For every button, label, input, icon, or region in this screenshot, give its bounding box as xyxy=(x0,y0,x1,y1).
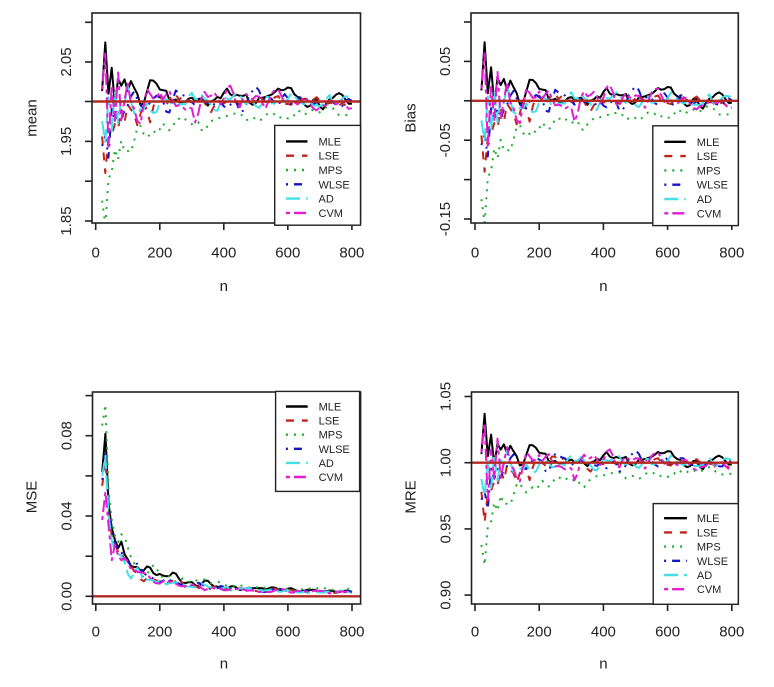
svg-text:MLE: MLE xyxy=(319,402,342,414)
svg-text:CVM: CVM xyxy=(319,472,343,484)
svg-text:MPS: MPS xyxy=(697,542,721,554)
svg-text:WLSE: WLSE xyxy=(697,180,728,192)
svg-text:0.00: 0.00 xyxy=(59,582,76,611)
svg-text:0.90: 0.90 xyxy=(438,580,455,609)
svg-text:600: 600 xyxy=(275,245,300,262)
svg-text:0: 0 xyxy=(92,624,100,641)
svg-text:1.00: 1.00 xyxy=(438,448,455,477)
svg-text:CVM: CVM xyxy=(697,208,721,220)
svg-text:400: 400 xyxy=(591,624,616,641)
svg-text:LSE: LSE xyxy=(697,151,718,163)
svg-text:LSE: LSE xyxy=(697,527,718,539)
svg-text:MPS: MPS xyxy=(697,165,721,177)
svg-text:400: 400 xyxy=(591,245,616,262)
svg-text:n: n xyxy=(220,278,228,295)
svg-text:1.05: 1.05 xyxy=(438,382,455,411)
svg-text:LSE: LSE xyxy=(319,151,340,163)
svg-text:200: 200 xyxy=(527,624,552,641)
svg-text:AD: AD xyxy=(319,458,334,470)
svg-text:200: 200 xyxy=(147,245,172,262)
svg-text:MLE: MLE xyxy=(697,137,720,149)
svg-text:0.95: 0.95 xyxy=(438,514,455,543)
svg-text:CVM: CVM xyxy=(697,584,721,596)
svg-text:MRE: MRE xyxy=(403,480,420,513)
svg-text:1.85: 1.85 xyxy=(58,206,75,235)
svg-text:200: 200 xyxy=(527,245,552,262)
svg-text:AD: AD xyxy=(697,570,712,582)
svg-text:0.04: 0.04 xyxy=(59,501,76,530)
svg-text:n: n xyxy=(599,656,607,673)
svg-text:0.08: 0.08 xyxy=(59,421,76,450)
svg-text:MLE: MLE xyxy=(319,136,342,148)
svg-text:0: 0 xyxy=(471,624,479,641)
svg-text:200: 200 xyxy=(147,624,172,641)
svg-text:CVM: CVM xyxy=(319,208,343,220)
svg-text:-0.05: -0.05 xyxy=(437,123,454,157)
svg-text:2.05: 2.05 xyxy=(58,47,75,76)
svg-text:0: 0 xyxy=(471,245,479,262)
svg-text:800: 800 xyxy=(339,624,364,641)
svg-text:800: 800 xyxy=(339,245,364,262)
svg-text:0: 0 xyxy=(92,245,100,262)
svg-text:MSE: MSE xyxy=(24,481,41,514)
svg-text:mean: mean xyxy=(24,99,41,137)
svg-text:600: 600 xyxy=(655,245,680,262)
svg-text:600: 600 xyxy=(655,624,680,641)
svg-text:LSE: LSE xyxy=(319,416,340,428)
svg-text:WLSE: WLSE xyxy=(319,444,350,456)
svg-text:AD: AD xyxy=(319,194,334,206)
svg-text:MPS: MPS xyxy=(319,165,343,177)
svg-text:400: 400 xyxy=(211,624,236,641)
svg-text:MLE: MLE xyxy=(697,513,720,525)
svg-text:0.05: 0.05 xyxy=(437,47,454,76)
svg-text:Bias: Bias xyxy=(403,103,420,132)
svg-text:800: 800 xyxy=(719,245,744,262)
svg-text:1.95: 1.95 xyxy=(58,127,75,156)
svg-text:n: n xyxy=(599,278,607,295)
svg-text:WLSE: WLSE xyxy=(319,179,350,191)
svg-text:600: 600 xyxy=(275,624,300,641)
svg-text:AD: AD xyxy=(697,194,712,206)
svg-text:n: n xyxy=(220,656,228,673)
svg-text:800: 800 xyxy=(719,624,744,641)
svg-text:MPS: MPS xyxy=(319,430,343,442)
svg-text:WLSE: WLSE xyxy=(697,556,728,568)
svg-text:-0.15: -0.15 xyxy=(437,202,454,236)
svg-text:400: 400 xyxy=(211,245,236,262)
